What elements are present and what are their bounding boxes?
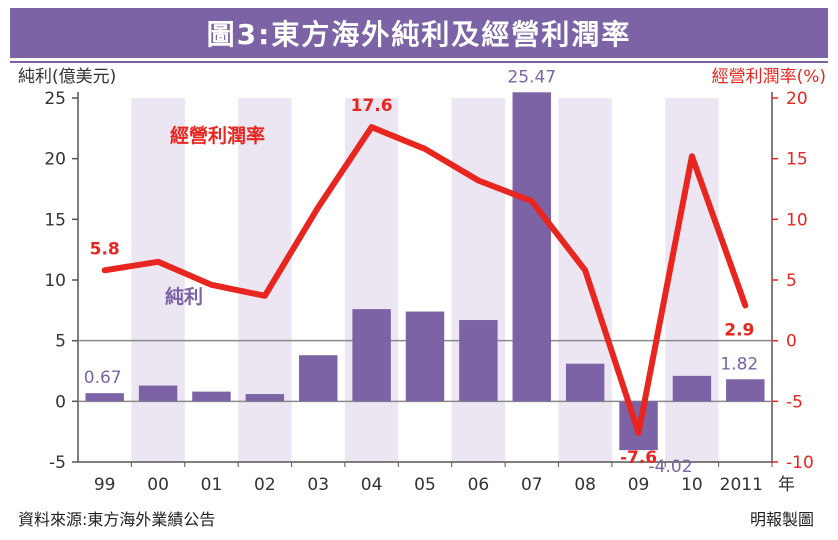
bar-07 <box>512 92 551 402</box>
bar-series-label: 純利 <box>165 285 203 308</box>
x-tick-label: 03 <box>307 475 329 495</box>
line-data-label: 5.8 <box>90 239 120 259</box>
bar-data-label: 0.67 <box>84 368 122 388</box>
bar-00 <box>138 385 178 402</box>
x-tick-label: 05 <box>414 475 436 495</box>
bar-2011 <box>726 379 765 402</box>
right-axis-label: 經營利潤率(%) <box>712 67 826 87</box>
footer-source: 資料來源:東方海外業績公告 <box>18 510 216 529</box>
x-tick-label: 04 <box>361 475 383 495</box>
bar-data-label: 1.82 <box>720 354 758 374</box>
x-tick-label: 07 <box>521 475 543 495</box>
line-series-label: 經營利潤率 <box>170 124 265 147</box>
left-tick-label: 10 <box>44 271 66 291</box>
right-tick-label: 15 <box>786 150 808 170</box>
line-data-label: 17.6 <box>351 96 393 116</box>
x-tick-label: 01 <box>201 475 223 495</box>
bar-04 <box>352 309 391 402</box>
left-tick-label: 0 <box>55 392 66 412</box>
background-stripe <box>558 98 612 462</box>
footer-credit: 明報製圖 <box>749 510 814 529</box>
chart-title: 圖3:東方海外純利及經營利潤率 <box>206 18 632 51</box>
left-tick-label: 15 <box>44 210 66 230</box>
bar-data-label: 25.47 <box>507 67 556 87</box>
left-axis-label: 純利(億美元) <box>18 67 116 87</box>
right-tick-label: 0 <box>786 332 797 352</box>
x-tick-label: 2011 <box>720 475 763 495</box>
title-underline <box>10 61 828 63</box>
background-stripe <box>451 98 506 462</box>
x-unit-label: 年 <box>778 475 795 495</box>
line-series-margin <box>101 124 749 436</box>
right-tick-label: 5 <box>786 271 797 291</box>
bar-02 <box>245 394 285 402</box>
line-data-label: -7.6 <box>620 448 657 468</box>
left-tick-label: -5 <box>49 453 66 473</box>
bar-08 <box>565 363 605 402</box>
bar-99 <box>85 393 124 402</box>
x-tick-label: 06 <box>468 475 490 495</box>
chart-title-bar: 圖3:東方海外純利及經營利潤率 <box>10 8 828 63</box>
bar-01 <box>192 391 231 402</box>
background-stripe <box>131 98 185 462</box>
x-tick-label: 10 <box>681 475 703 495</box>
left-tick-label: 5 <box>55 332 66 352</box>
left-tick-label: 25 <box>44 89 66 109</box>
bar-03 <box>299 355 338 402</box>
bar-06 <box>459 320 498 402</box>
left-tick-label: 20 <box>44 150 66 170</box>
x-tick-label: 08 <box>574 475 596 495</box>
line-data-label: 2.9 <box>724 320 754 340</box>
x-tick-label: 00 <box>147 475 169 495</box>
bar-10 <box>672 375 712 402</box>
bar-data-label: -4.02 <box>649 457 693 477</box>
background-stripe <box>238 98 292 462</box>
background-stripe <box>665 98 719 462</box>
right-tick-label: 10 <box>786 210 808 230</box>
right-tick-label: -5 <box>786 392 803 412</box>
bar-05 <box>405 311 445 402</box>
x-tick-label: 02 <box>254 475 276 495</box>
x-tick-label: 99 <box>94 475 116 495</box>
right-tick-label: -10 <box>786 453 814 473</box>
right-tick-label: 20 <box>786 89 808 109</box>
x-tick-label: 09 <box>628 475 650 495</box>
